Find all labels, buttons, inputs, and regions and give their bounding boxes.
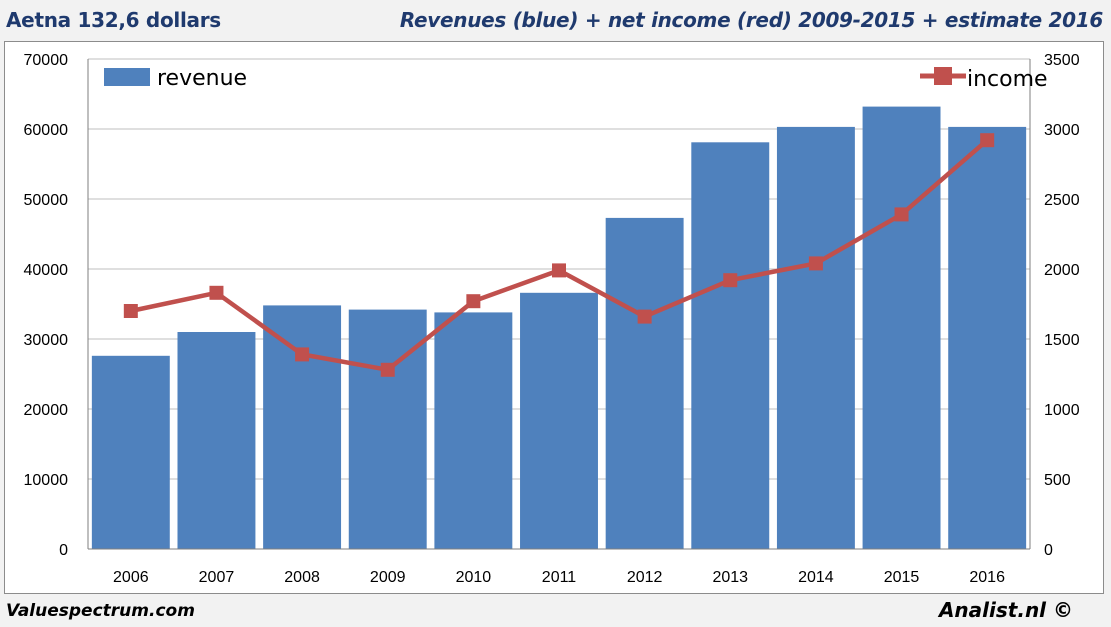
revenue-bar: [948, 126, 1027, 550]
income-point: [123, 304, 138, 318]
legend: revenue income: [104, 66, 1048, 92]
y-left-tick-label: 0: [59, 542, 68, 559]
income-point: [723, 273, 738, 288]
revenue-bar: [177, 332, 256, 549]
x-tick-label: 2008: [284, 569, 320, 586]
x-tick-label: 2013: [712, 569, 748, 586]
y-left-tick-label: 60000: [24, 122, 69, 139]
y-right-tick-label: 3000: [1044, 122, 1080, 139]
x-tick-label: 2011: [542, 569, 577, 586]
y-left-tick-label: 70000: [24, 52, 69, 69]
revenue-bar: [862, 106, 941, 549]
income-point: [552, 263, 566, 278]
revenue-bar: [263, 305, 342, 549]
header-title-left: Aetna 132,6 dollars: [6, 8, 221, 32]
y-right-tick-label: 2000: [1044, 262, 1080, 279]
y-left-tick-label: 10000: [24, 472, 69, 489]
x-tick-label: 2016: [969, 569, 1005, 586]
y-left-tick-label: 20000: [24, 402, 69, 419]
x-tick-label: 2014: [798, 569, 834, 586]
y-right-tick-label: 3500: [1044, 52, 1080, 69]
y-right-tick-label: 500: [1044, 472, 1071, 489]
legend-revenue-label: revenue: [157, 66, 247, 91]
income-point: [894, 207, 909, 222]
revenue-bar: [776, 126, 855, 550]
income-point: [380, 362, 395, 377]
y-left-tick-label: 40000: [24, 262, 69, 279]
revenue-bar: [691, 142, 770, 550]
footer-source-right: Analist.nl ©: [938, 598, 1073, 622]
income-point: [980, 133, 995, 148]
income-point: [808, 256, 823, 271]
x-tick-label: 2015: [884, 569, 920, 586]
axes: 0 10000 20000 30000 40000 50000 60000 70000 0 500…: [24, 52, 1080, 586]
y-left-tick-label: 50000: [24, 192, 69, 209]
footer-source-left: Valuespectrum.com: [6, 601, 195, 621]
revenue-bar: [605, 217, 684, 549]
y-left-tick-label: 30000: [24, 332, 69, 349]
y-right-tick-label: 1000: [1044, 402, 1080, 419]
x-tick-label: 2007: [199, 569, 235, 586]
revenue-bar: [91, 355, 170, 549]
income-point: [466, 294, 481, 309]
legend-revenue-swatch: [104, 68, 150, 86]
x-tick-label: 2006: [113, 569, 149, 586]
y-right-tick-label: 2500: [1044, 192, 1080, 209]
header-title-right: Revenues (blue) + net income (red) 2009-…: [399, 8, 1103, 32]
income-line: [123, 133, 995, 377]
y-right-tick-label: 1500: [1044, 332, 1080, 349]
income-point: [209, 285, 224, 300]
y-right-tick-label: 0: [1044, 542, 1053, 559]
revenue-bars: [91, 106, 1027, 550]
x-tick-label: 2012: [627, 569, 663, 586]
revenue-bar: [520, 292, 598, 549]
income-point: [637, 309, 652, 324]
legend-income-label: income: [967, 67, 1048, 92]
x-tick-label: 2009: [370, 569, 406, 586]
income-point: [295, 347, 310, 362]
legend-income-marker: [934, 67, 952, 85]
x-tick-label: 2010: [456, 569, 492, 586]
revenue-bar: [434, 312, 513, 549]
